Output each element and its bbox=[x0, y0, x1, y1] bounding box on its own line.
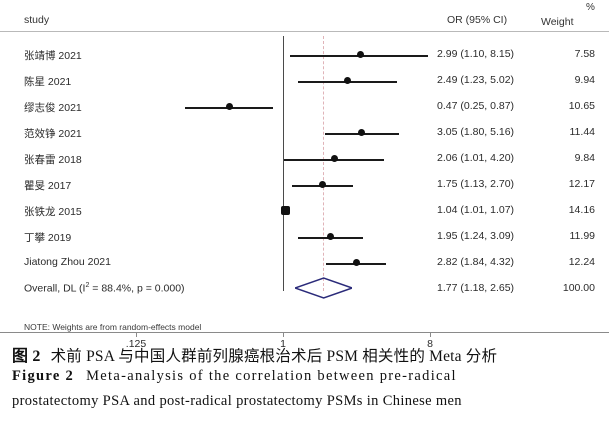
or-value: 1.04 (1.01, 1.07) bbox=[437, 204, 515, 216]
or-value: 2.99 (1.10, 8.15) bbox=[437, 48, 515, 60]
study-label: Jiatong Zhou 2021 bbox=[24, 256, 111, 268]
effect-marker bbox=[356, 51, 364, 58]
effect-marker bbox=[330, 155, 338, 162]
axis-tick bbox=[136, 332, 138, 337]
caption-cn-number: 图 2 bbox=[12, 348, 41, 365]
caption-en-text1: Meta-analysis of the correlation between… bbox=[86, 368, 457, 384]
weight-value: 9.94 bbox=[574, 74, 595, 86]
effect-marker bbox=[343, 77, 351, 84]
axis-tick-label: 1 bbox=[280, 338, 286, 350]
or-value: 2.82 (1.84, 4.32) bbox=[437, 256, 515, 268]
caption-en-number: Figure 2 bbox=[12, 368, 75, 384]
axis-tick-label: 8 bbox=[427, 338, 433, 350]
study-label: 陈星 2021 bbox=[24, 76, 72, 88]
weight-value: 12.24 bbox=[568, 256, 595, 268]
weight-value: 11.44 bbox=[569, 126, 596, 138]
or-value: 2.49 (1.23, 5.02) bbox=[437, 74, 515, 86]
caption-english-line1: Figure 2 Meta-analysis of the correlation… bbox=[12, 368, 602, 385]
caption-cn-text: 术前 PSA 与中国人群前列腺癌根治术后 PSM 相关性的 Meta 分析 bbox=[50, 348, 498, 365]
axis-tick bbox=[430, 332, 432, 337]
weight-value: 11.99 bbox=[569, 230, 596, 242]
forest-row: 丁攀 2019 1.95 (1.24, 3.09) 11.99 bbox=[0, 225, 609, 251]
or-value: 2.06 (1.01, 4.20) bbox=[437, 152, 515, 164]
axis-tick bbox=[283, 332, 285, 337]
forest-row: Jiatong Zhou 2021 2.82 (1.84, 4.32) 12.24 bbox=[0, 251, 609, 277]
footnote: NOTE: Weights are from random-effects mo… bbox=[24, 322, 202, 332]
null-effect-line bbox=[283, 36, 285, 291]
or-value: 1.75 (1.13, 2.70) bbox=[437, 178, 515, 190]
forest-row: 张春雷 2018 2.06 (1.01, 4.20) 9.84 bbox=[0, 147, 609, 173]
effect-marker bbox=[352, 259, 360, 266]
or-value: 3.05 (1.80, 5.16) bbox=[437, 126, 515, 138]
study-label: 张铁龙 2015 bbox=[24, 206, 82, 218]
effect-marker bbox=[326, 233, 334, 240]
overall-or-value: 1.77 (1.18, 2.65) bbox=[437, 282, 515, 294]
effect-marker bbox=[226, 103, 234, 110]
weight-value: 10.65 bbox=[568, 100, 595, 112]
column-header-or: OR (95% CI) bbox=[447, 14, 508, 26]
study-label: 张靖博 2021 bbox=[24, 50, 82, 62]
study-label: 缪志俊 2021 bbox=[24, 102, 82, 114]
column-header-weight: Weight bbox=[541, 16, 574, 28]
forest-plot: study OR (95% CI) Weight % 张靖博 2021 2.99 … bbox=[0, 2, 609, 350]
forest-row: 张铁龙 2015 1.04 (1.01, 1.07) 14.16 bbox=[0, 199, 609, 225]
axis-tick-label: .125 bbox=[125, 338, 147, 350]
or-value: 0.47 (0.25, 0.87) bbox=[437, 100, 515, 112]
study-label: 范效铮 2021 bbox=[24, 128, 82, 140]
weight-value: 7.58 bbox=[574, 48, 595, 60]
caption-chinese: 图 2 术前 PSA 与中国人群前列腺癌根治术后 PSM 相关性的 Meta 分析 bbox=[12, 342, 602, 366]
forest-row: 范效铮 2021 3.05 (1.80, 5.16) 11.44 bbox=[0, 121, 609, 147]
forest-row: 陈星 2021 2.49 (1.23, 5.02) 9.94 bbox=[0, 69, 609, 95]
pooled-diamond bbox=[294, 275, 352, 301]
study-label: 瞿旻 2017 bbox=[24, 180, 72, 192]
column-header-study: study bbox=[24, 14, 50, 26]
weight-value: 9.84 bbox=[574, 152, 595, 164]
pooled-estimate-dashed-line bbox=[323, 36, 325, 291]
plot-area: 张靖博 2021 2.99 (1.10, 8.15) 7.58 陈星 2021 2.49… bbox=[0, 33, 609, 350]
forest-row: 张靖博 2021 2.99 (1.10, 8.15) 7.58 bbox=[0, 43, 609, 69]
study-label: 丁攀 2019 bbox=[24, 232, 72, 244]
forest-row-overall: Overall, DL (I2 = 88.4%, p = 0.000) 1.77 … bbox=[0, 277, 609, 303]
x-axis-line bbox=[0, 332, 609, 334]
or-value: 1.95 (1.24, 3.09) bbox=[437, 230, 515, 242]
caption-english-line2: prostatectomy PSA and post-radical prost… bbox=[12, 393, 462, 409]
weight-value: 14.16 bbox=[568, 204, 595, 216]
study-label: 张春雷 2018 bbox=[24, 154, 82, 166]
effect-marker bbox=[319, 181, 327, 188]
forest-row: 瞿旻 2017 1.75 (1.13, 2.70) 12.17 bbox=[0, 173, 609, 199]
effect-marker bbox=[358, 129, 366, 136]
overall-label: Overall, DL (I2 = 88.4%, p = 0.000) bbox=[24, 282, 185, 295]
weight-value: 12.17 bbox=[568, 178, 595, 190]
column-header-percent: % bbox=[586, 2, 595, 13]
header-divider bbox=[0, 31, 609, 32]
forest-row: 缪志俊 2021 0.47 (0.25, 0.87) 10.65 bbox=[0, 95, 609, 121]
figure-caption: 图 2 术前 PSA 与中国人群前列腺癌根治术后 PSM 相关性的 Meta 分析… bbox=[0, 340, 609, 432]
overall-weight-value: 100.00 bbox=[562, 282, 595, 294]
effect-marker bbox=[281, 206, 291, 215]
